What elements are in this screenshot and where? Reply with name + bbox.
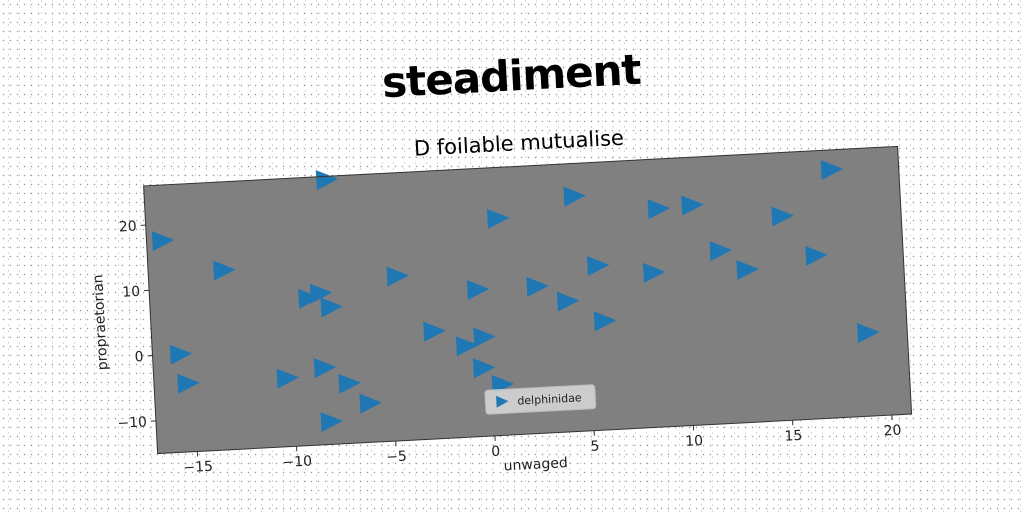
x-tick-label: −15 bbox=[183, 459, 213, 477]
data-point bbox=[805, 245, 828, 266]
data-point bbox=[455, 336, 479, 357]
data-point bbox=[315, 170, 339, 191]
y-axis-label: propraetorian bbox=[90, 274, 111, 371]
y-tick-label: 0 bbox=[134, 349, 144, 365]
data-point bbox=[586, 256, 610, 277]
chart-title: D foilable mutualise bbox=[413, 126, 624, 161]
data-point bbox=[151, 231, 175, 252]
data-point bbox=[338, 373, 361, 394]
data-point bbox=[177, 373, 200, 394]
legend-label: delphinidae bbox=[517, 391, 582, 407]
x-tick-label: 15 bbox=[784, 428, 803, 445]
data-point bbox=[320, 297, 343, 318]
axes-frame bbox=[143, 145, 913, 455]
data-point bbox=[709, 241, 732, 262]
legend-marker bbox=[496, 395, 509, 408]
y-tick-label: 20 bbox=[119, 219, 138, 236]
x-tick-label: 5 bbox=[590, 438, 600, 454]
data-point bbox=[386, 266, 410, 287]
plot-group: −15 −10 −5 0 5 10 15 20 −10 0 10 20 D foilable mut… bbox=[90, 126, 913, 477]
y-tick-label: 10 bbox=[122, 284, 141, 301]
legend: delphinidae bbox=[484, 384, 597, 415]
data-point bbox=[681, 195, 704, 216]
x-axis-label: unwaged bbox=[503, 455, 568, 474]
y-ticks: −10 0 10 20 bbox=[117, 219, 156, 432]
x-tick-label: 0 bbox=[491, 444, 501, 460]
axes-background bbox=[143, 146, 912, 454]
x-tick-label: 10 bbox=[685, 433, 704, 450]
data-point bbox=[563, 186, 586, 207]
data-point bbox=[423, 321, 446, 342]
data-point bbox=[276, 368, 299, 389]
x-tick-label: −5 bbox=[386, 449, 407, 466]
data-point bbox=[213, 260, 236, 281]
data-point bbox=[857, 323, 880, 344]
data-point bbox=[472, 358, 496, 379]
x-tick-label: −10 bbox=[282, 453, 312, 471]
data-point bbox=[320, 412, 344, 433]
data-point bbox=[820, 160, 844, 181]
data-point bbox=[556, 291, 580, 312]
data-point bbox=[642, 262, 666, 283]
x-ticks: −15 −10 −5 0 5 10 15 20 bbox=[183, 415, 902, 477]
data-point bbox=[313, 358, 337, 379]
data-point bbox=[359, 393, 382, 414]
y-tick-label: −10 bbox=[117, 414, 147, 432]
data-point bbox=[169, 344, 193, 365]
data-point bbox=[486, 208, 510, 229]
marks-layer bbox=[151, 160, 880, 433]
data-point bbox=[593, 311, 617, 332]
legend-box bbox=[484, 384, 597, 415]
data-point bbox=[298, 288, 321, 309]
data-point bbox=[526, 276, 549, 297]
data-point bbox=[466, 280, 490, 301]
data-point bbox=[309, 283, 333, 304]
x-tick-label: 20 bbox=[883, 423, 902, 440]
data-point bbox=[647, 199, 671, 220]
data-point bbox=[771, 206, 794, 227]
data-point bbox=[473, 327, 496, 348]
data-point bbox=[736, 260, 759, 281]
